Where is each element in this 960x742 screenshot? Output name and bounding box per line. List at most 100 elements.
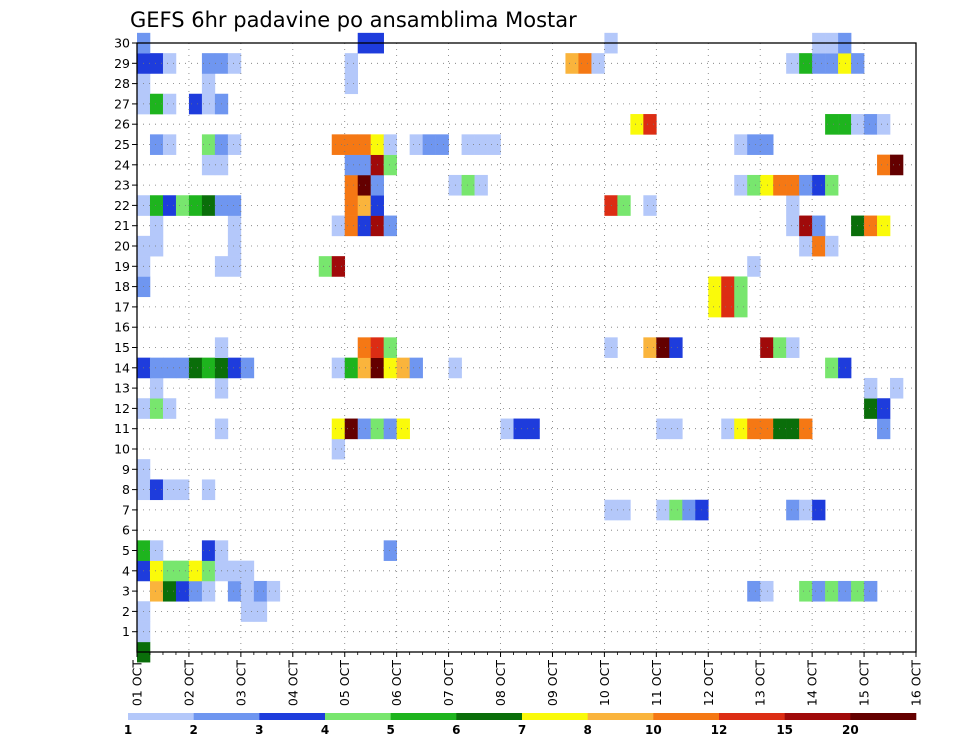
heat-cell	[812, 581, 825, 602]
legend-swatch	[456, 713, 522, 720]
heat-cell	[254, 601, 267, 622]
heat-cell	[241, 561, 254, 582]
heat-cell	[812, 236, 825, 257]
heat-cell	[163, 561, 176, 582]
heat-cell	[332, 216, 345, 237]
heat-cell	[345, 134, 358, 155]
heat-cell	[176, 479, 189, 500]
x-tick-label: 01 OCT	[130, 660, 145, 706]
x-tick-label: 08 OCT	[493, 660, 508, 706]
heat-cell	[384, 358, 397, 379]
y-tick-label: 5	[122, 543, 130, 558]
heat-cell	[410, 358, 423, 379]
heat-cell	[682, 500, 695, 521]
heat-cell	[760, 337, 773, 358]
y-tick-label: 19	[114, 259, 130, 274]
heat-cell	[617, 500, 630, 521]
heat-cell	[877, 155, 890, 176]
y-tick-label: 6	[122, 523, 130, 538]
heat-cell	[799, 216, 812, 237]
heat-cell	[163, 581, 176, 602]
y-tick-label: 7	[122, 502, 130, 517]
legend-swatch	[325, 713, 391, 720]
heat-cell	[332, 358, 345, 379]
heat-cell	[345, 73, 358, 94]
heat-cell	[877, 114, 890, 135]
heat-cell	[838, 53, 851, 74]
heat-cell	[254, 581, 267, 602]
heat-cell	[384, 216, 397, 237]
heat-cell	[578, 53, 591, 74]
legend-swatch	[391, 713, 457, 720]
y-tick-label: 3	[122, 584, 130, 599]
heat-cell	[345, 216, 358, 237]
color-legend: 1 2 3 4 5 6 7 8 10 12 15 20	[124, 713, 916, 737]
legend-swatch	[194, 713, 260, 720]
heat-cell	[877, 419, 890, 440]
heat-cell	[799, 53, 812, 74]
heat-cell	[721, 419, 734, 440]
heat-cell	[267, 581, 280, 602]
heat-cell	[734, 419, 747, 440]
y-tick-label: 20	[114, 239, 130, 254]
heat-cell	[734, 175, 747, 196]
heat-cell	[163, 398, 176, 419]
legend-swatch	[259, 713, 325, 720]
legend-swatch	[522, 713, 588, 720]
heat-cell	[410, 134, 423, 155]
heat-cell	[189, 581, 202, 602]
heat-cell	[838, 358, 851, 379]
heat-cell	[760, 175, 773, 196]
y-tick-label: 12	[114, 401, 130, 416]
heat-cell	[345, 155, 358, 176]
heat-cell	[384, 419, 397, 440]
legend-label: 5	[386, 723, 394, 737]
heat-cell	[643, 337, 656, 358]
heat-cell	[241, 358, 254, 379]
heat-cell	[877, 398, 890, 419]
y-tick-label: 18	[114, 279, 130, 294]
legend-swatch	[785, 713, 851, 720]
heat-cell	[319, 256, 332, 277]
x-tick-label: 11 OCT	[649, 660, 664, 706]
heat-cell	[799, 581, 812, 602]
heat-cell	[877, 216, 890, 237]
y-tick-label: 25	[114, 137, 130, 152]
heat-cell	[384, 337, 397, 358]
heat-cell	[799, 175, 812, 196]
chart-title: GEFS 6hr padavine po ansamblima Mostar	[130, 8, 577, 32]
heat-cell	[345, 358, 358, 379]
y-tick-label: 23	[114, 178, 130, 193]
heat-cell	[501, 419, 514, 440]
heat-cell	[176, 358, 189, 379]
y-tick-label: 22	[114, 198, 130, 213]
y-tick-label: 17	[114, 299, 130, 314]
y-tick-label: 9	[122, 462, 130, 477]
x-tick-label: 05 OCT	[337, 660, 352, 706]
y-axis: 1234567891011121314151617181920212223242…	[114, 36, 137, 640]
heat-cell	[565, 53, 578, 74]
heat-cell	[332, 256, 345, 277]
heat-cell	[163, 53, 176, 74]
heat-cell	[462, 134, 475, 155]
x-tick-label: 07 OCT	[441, 660, 456, 706]
legend-label: 20	[842, 723, 859, 737]
heat-cell	[189, 358, 202, 379]
heat-cell	[617, 195, 630, 216]
y-tick-label: 15	[114, 340, 130, 355]
y-tick-label: 27	[114, 96, 130, 111]
heat-cell	[838, 114, 851, 135]
heat-cell	[345, 175, 358, 196]
heat-cell	[332, 419, 345, 440]
x-tick-label: 03 OCT	[233, 660, 248, 706]
legend-swatch	[850, 713, 916, 720]
y-tick-label: 16	[114, 320, 130, 335]
heat-cell	[384, 134, 397, 155]
heat-cell	[176, 195, 189, 216]
heat-cell	[890, 378, 903, 399]
heat-cell	[734, 297, 747, 318]
heat-cell	[189, 561, 202, 582]
heat-cell	[241, 581, 254, 602]
heat-cell	[799, 419, 812, 440]
heat-cell	[332, 134, 345, 155]
